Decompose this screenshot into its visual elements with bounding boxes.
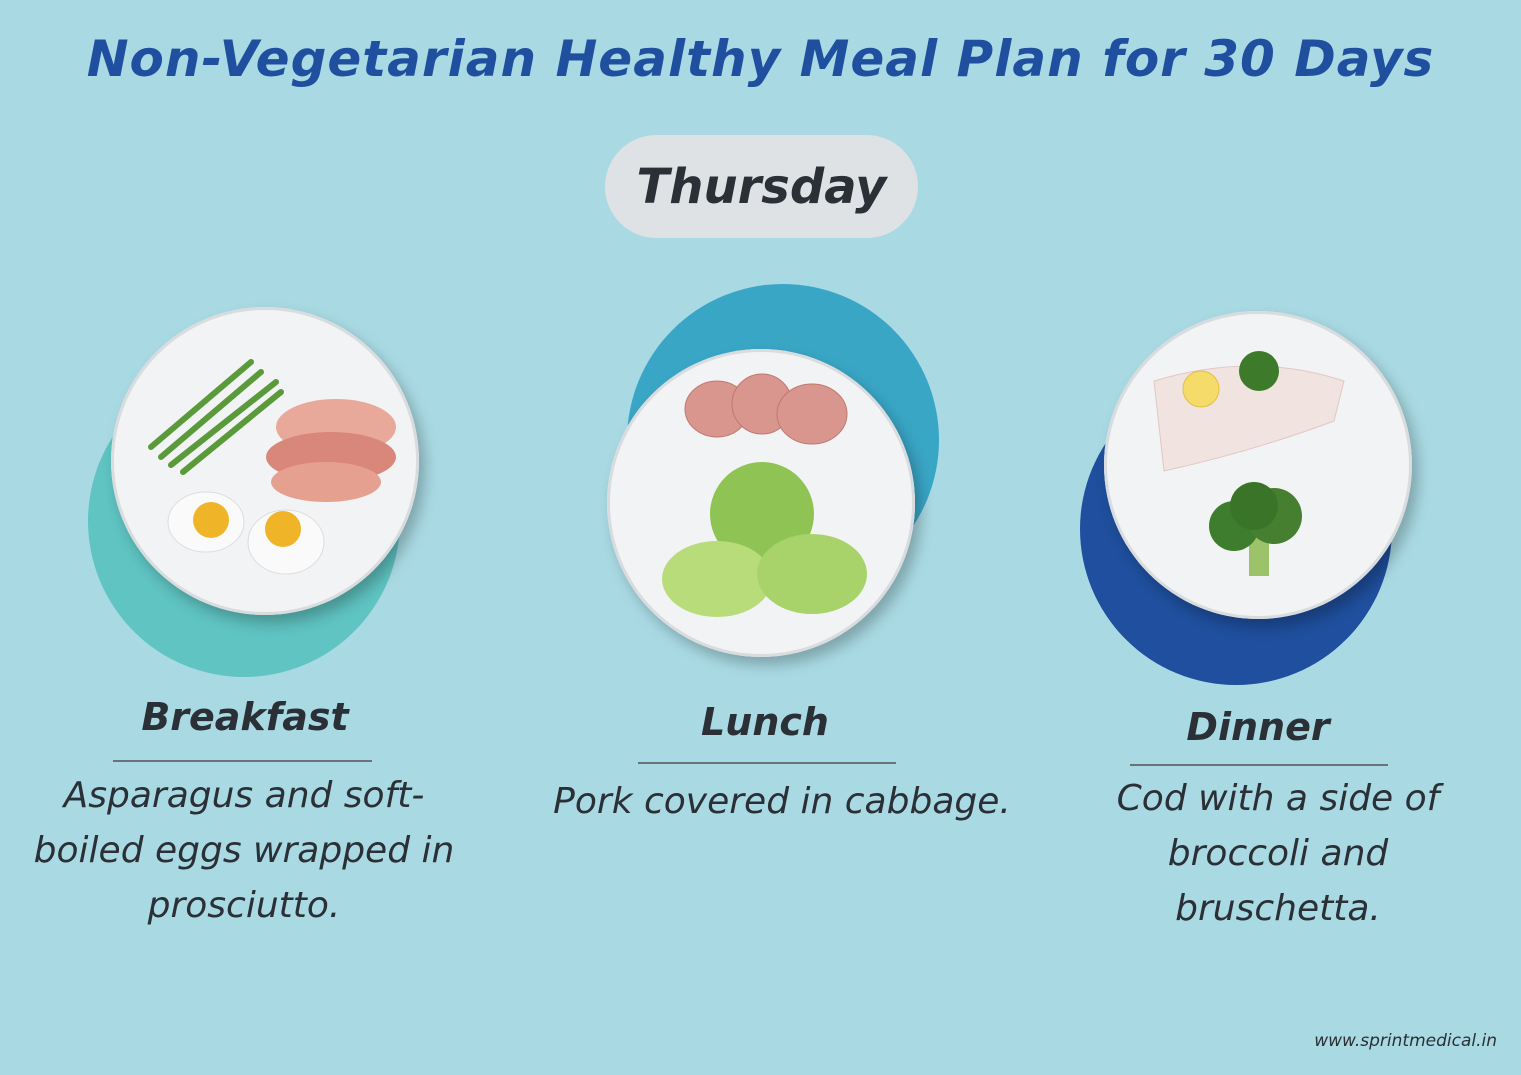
dinner-divider xyxy=(1130,764,1388,766)
lunch-heading: Lunch xyxy=(701,700,829,744)
breakfast-plate-image xyxy=(111,307,419,615)
page-title: Non-Vegetarian Healthy Meal Plan for 30 … xyxy=(86,30,1435,88)
day-label: Thursday xyxy=(636,158,887,215)
cabbage-icon xyxy=(662,462,867,617)
day-badge: Thursday xyxy=(605,135,918,238)
asparagus-icon xyxy=(148,359,284,475)
dinner-heading: Dinner xyxy=(1186,705,1330,749)
breakfast-divider xyxy=(113,760,372,762)
pork-chop-icon xyxy=(684,373,848,445)
dinner-plate-image xyxy=(1104,311,1412,619)
lunch-description: Pork covered in cabbage. xyxy=(553,781,1011,822)
egg-icon xyxy=(167,491,325,575)
lunch-divider xyxy=(638,762,896,764)
prosciutto-icon xyxy=(266,399,396,502)
cod-fillet-icon xyxy=(1153,351,1345,472)
lunch-plate-image xyxy=(607,349,915,657)
dinner-description: Cod with a side of broccoli and bruschet… xyxy=(1116,778,1440,929)
website-link[interactable]: www.sprintmedical.in xyxy=(1314,1031,1497,1051)
breakfast-description: Asparagus and soft-boiled eggs wrapped i… xyxy=(33,775,455,926)
breakfast-heading: Breakfast xyxy=(141,695,349,739)
broccoli-icon xyxy=(1209,482,1302,576)
